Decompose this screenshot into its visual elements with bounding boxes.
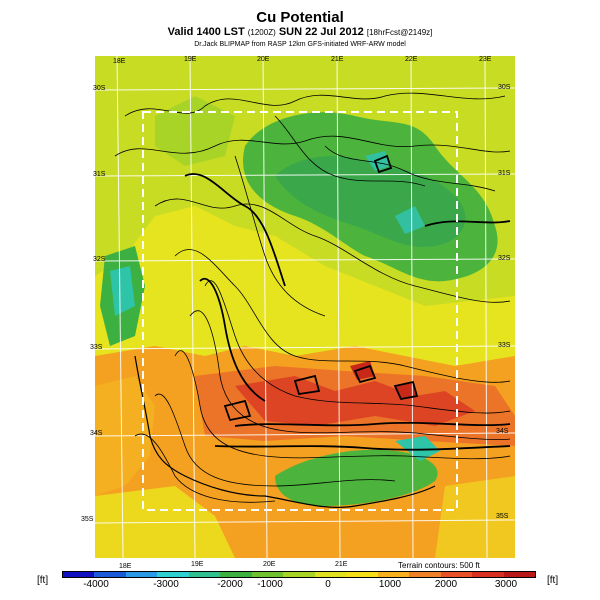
colorbar-tick-label: 3000 xyxy=(494,579,518,590)
left-lat-label: 35S xyxy=(81,516,94,523)
valid-time-line: Valid 1400 LST (1200Z) SUN 22 Jul 2012 [… xyxy=(0,26,600,38)
colorbar-swatch xyxy=(377,572,410,577)
forecast-info: [18hrFcst@2149z] xyxy=(366,28,433,37)
valid-time: Valid 1400 LST xyxy=(167,26,245,38)
colorbar-swatch xyxy=(409,572,441,577)
top-lon-label: 19E xyxy=(184,56,197,63)
top-lon-label: 18E xyxy=(113,58,126,65)
colorbar-swatch xyxy=(283,572,315,577)
left-lat-label: 31S xyxy=(93,171,106,178)
field-yellow-southeast xyxy=(435,476,515,558)
bottom-lon-label: 20E xyxy=(263,561,276,568)
colorbar-swatch xyxy=(251,572,284,577)
forecast-map: 18E 19E 20E 21E 22E 23E 18E 19E 20E 21E … xyxy=(81,56,515,570)
field-red-core xyxy=(235,376,475,426)
colorbar-swatch xyxy=(157,572,189,577)
right-lat-label: 33S xyxy=(498,342,511,349)
terrain-contour-note: Terrain contours: 500 ft xyxy=(398,561,480,570)
right-lat-label: 32S xyxy=(498,255,511,262)
colorbar-tick-label: -2000 xyxy=(217,579,243,590)
model-credit: Dr.Jack BLIPMAP from RASP 12km GFS-initi… xyxy=(194,41,406,48)
colorbar-tick-label: 2000 xyxy=(434,579,458,590)
right-lat-label: 30S xyxy=(498,84,511,91)
colorbar-unit-right: [ft] xyxy=(547,575,559,586)
colorbar-swatch xyxy=(94,572,126,577)
terrain-contours xyxy=(114,92,511,503)
field-teal-spot xyxy=(365,151,390,171)
field-teal-west xyxy=(110,266,135,316)
colorbar xyxy=(62,571,536,578)
left-lat-label: 30S xyxy=(93,85,106,92)
valid-date: SUN 22 Jul 2012 xyxy=(278,26,364,38)
colorbar-swatch xyxy=(63,572,95,577)
colorbar-tick-label: -4000 xyxy=(83,579,109,590)
colorbar-tick-label: -3000 xyxy=(153,579,179,590)
map-canvas xyxy=(95,56,515,558)
colorbar-unit-left: [ft] xyxy=(37,575,49,586)
colorbar-swatch xyxy=(503,572,536,577)
inner-domain-box xyxy=(142,111,458,511)
colorbar-swatch xyxy=(188,572,221,577)
top-lon-label: 20E xyxy=(257,56,270,63)
colorbar-tick-label: 0 xyxy=(325,579,331,590)
colorbar-swatch xyxy=(314,572,347,577)
field-teal-spot-2 xyxy=(395,206,425,234)
left-lat-label: 34S xyxy=(90,430,103,437)
field-red-spot-2 xyxy=(395,381,417,400)
coastline xyxy=(134,355,436,508)
colorbar-swatch xyxy=(440,572,473,577)
field-green-nw xyxy=(155,96,235,166)
bottom-lon-label: 18E xyxy=(119,563,132,570)
field-teal-coast xyxy=(395,436,440,461)
colorbar-swatch xyxy=(220,572,252,577)
top-lon-label: 21E xyxy=(331,56,344,63)
colorbar-tick-label: 1000 xyxy=(378,579,402,590)
top-lon-label: 22E xyxy=(405,56,418,63)
top-lon-label: 23E xyxy=(479,56,492,63)
right-lat-label: 31S xyxy=(498,170,511,177)
bottom-lon-label: 21E xyxy=(335,561,348,568)
terrain-contours-bold xyxy=(184,154,511,451)
colorbar-swatch xyxy=(346,572,378,577)
bottom-lon-label: 19E xyxy=(191,561,204,568)
lat-lon-grid xyxy=(95,56,515,558)
field-green-coast xyxy=(275,449,438,506)
left-lat-label: 32S xyxy=(93,256,106,263)
right-lat-label: 35S xyxy=(496,513,509,520)
utc-time: (1200Z) xyxy=(247,28,276,37)
colorbar-swatch xyxy=(472,572,504,577)
left-lat-label: 33S xyxy=(90,344,103,351)
map-title: Cu Potential xyxy=(256,9,344,26)
colorbar-swatch xyxy=(125,572,158,577)
colorbar-tick-label: -1000 xyxy=(257,579,283,590)
right-lat-label: 34S xyxy=(496,428,509,435)
